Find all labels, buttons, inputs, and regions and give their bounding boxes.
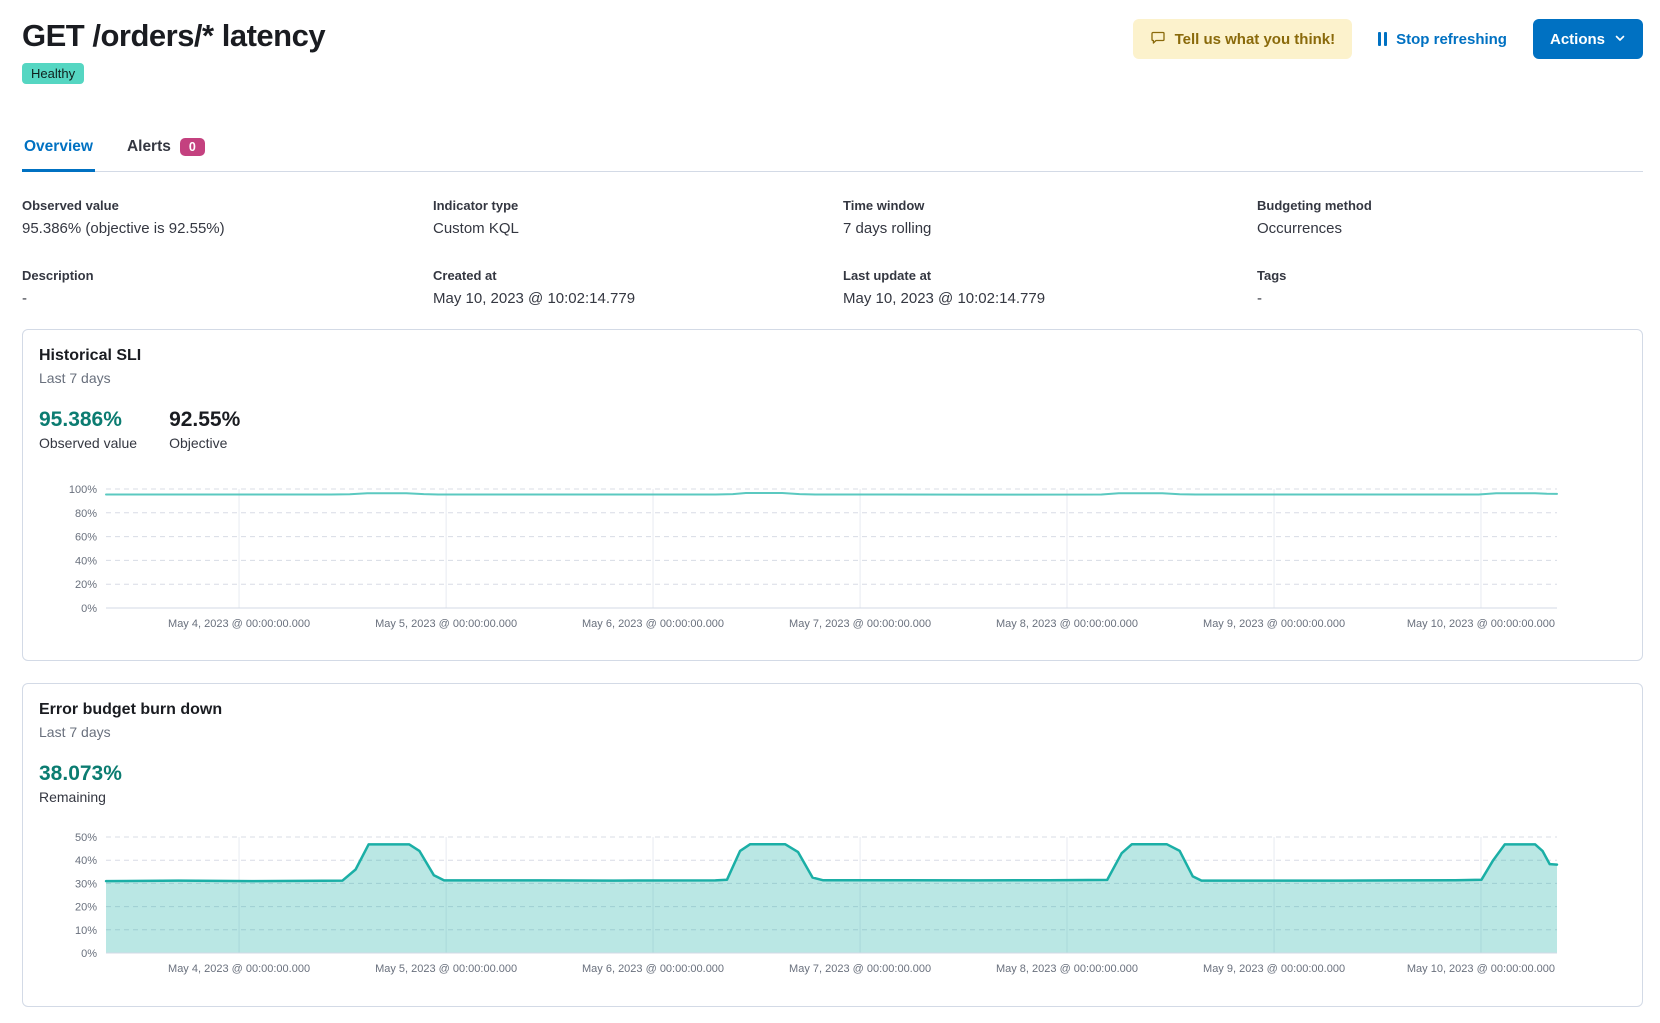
svg-text:May 7, 2023 @ 00:00:00.000: May 7, 2023 @ 00:00:00.000 (789, 618, 931, 630)
historical-sli-chart-wrap: 0% 20% 40% 60% 80% 100% May 4, 2023 @ 00:00:00… (39, 461, 1626, 648)
field-value: - (1257, 290, 1262, 307)
field-label: Description (22, 268, 94, 283)
svg-text:30%: 30% (75, 878, 97, 890)
svg-text:May 10, 2023 @ 00:00:00.000: May 10, 2023 @ 00:00:00.000 (1407, 963, 1555, 975)
field-label: Indicator type (433, 198, 519, 213)
stat-value: 38.073% (39, 762, 122, 785)
panel-subtitle: Last 7 days (39, 724, 111, 740)
field-created-at: Created at May 10, 2023 @ 10:02:14.779 (433, 268, 843, 307)
status-badge: Healthy (22, 63, 85, 84)
tab-overview-label: Overview (24, 138, 93, 155)
svg-text:50%: 50% (75, 832, 97, 844)
field-last-update-at: Last update at May 10, 2023 @ 10:02:14.7… (843, 268, 1257, 307)
pause-icon (1378, 32, 1388, 46)
svg-text:May 8, 2023 @ 00:00:00.000: May 8, 2023 @ 00:00:00.000 (996, 963, 1138, 975)
field-value: - (22, 290, 27, 307)
field-budgeting-method: Budgeting method Occurrences (1257, 198, 1643, 237)
tab-alerts[interactable]: Alerts 0 (125, 138, 207, 172)
field-tags: Tags - (1257, 268, 1643, 307)
error-budget-chart-wrap: 0% 10% 20% 30% 40% 50% May 4, 2023 @ 00:00:00.… (39, 815, 1626, 994)
field-description: Description - (22, 268, 433, 307)
page-header: GET /orders/* latency Healthy Tell us wh… (22, 18, 1643, 84)
field-label: Observed value (22, 198, 119, 213)
feedback-button-label: Tell us what you think! (1174, 30, 1336, 48)
tab-bar: Overview Alerts 0 (22, 138, 1643, 172)
historical-sli-panel: Historical SLI Last 7 days 95.386% Obser… (22, 329, 1643, 661)
svg-text:May 8, 2023 @ 00:00:00.000: May 8, 2023 @ 00:00:00.000 (996, 618, 1138, 630)
field-value: Custom KQL (433, 220, 519, 237)
svg-text:60%: 60% (75, 532, 97, 544)
svg-text:May 4, 2023 @ 00:00:00.000: May 4, 2023 @ 00:00:00.000 (168, 618, 310, 630)
svg-text:40%: 40% (75, 555, 97, 567)
feedback-button[interactable]: Tell us what you think! (1132, 19, 1353, 59)
field-value: May 10, 2023 @ 10:02:14.779 (843, 290, 1046, 307)
stat-remaining: 38.073% Remaining (39, 762, 122, 805)
svg-text:100%: 100% (69, 484, 97, 496)
svg-text:May 4, 2023 @ 00:00:00.000: May 4, 2023 @ 00:00:00.000 (168, 963, 310, 975)
panel-title: Error budget burn down (39, 701, 223, 718)
sli-stats: 95.386% Observed value 92.55% Objective (39, 408, 1626, 451)
historical-sli-chart[interactable]: 0% 20% 40% 60% 80% 100% May 4, 2023 @ 00:00:00… (39, 461, 1606, 643)
svg-text:May 5, 2023 @ 00:00:00.000: May 5, 2023 @ 00:00:00.000 (375, 618, 517, 630)
svg-text:0%: 0% (81, 603, 97, 615)
field-indicator-type: Indicator type Custom KQL (433, 198, 843, 237)
slo-definition-list: Observed value 95.386% (objective is 92.… (22, 198, 1643, 307)
svg-text:May 10, 2023 @ 00:00:00.000: May 10, 2023 @ 00:00:00.000 (1407, 618, 1555, 630)
panel-title: Historical SLI (39, 347, 142, 364)
stat-label: Remaining (39, 789, 106, 805)
panel-subtitle: Last 7 days (39, 370, 111, 386)
svg-text:May 7, 2023 @ 00:00:00.000: May 7, 2023 @ 00:00:00.000 (789, 963, 931, 975)
stat-value: 95.386% (39, 408, 122, 431)
stat-label: Observed value (39, 435, 138, 451)
field-label: Budgeting method (1257, 198, 1372, 213)
svg-text:May 6, 2023 @ 00:00:00.000: May 6, 2023 @ 00:00:00.000 (582, 618, 724, 630)
error-budget-chart[interactable]: 0% 10% 20% 30% 40% 50% May 4, 2023 @ 00:00:00.… (39, 815, 1606, 989)
actions-button[interactable]: Actions (1532, 19, 1643, 59)
page-title: GET /orders/* latency (22, 18, 326, 53)
svg-text:May 9, 2023 @ 00:00:00.000: May 9, 2023 @ 00:00:00.000 (1203, 618, 1345, 630)
stat-value: 92.55% (169, 408, 241, 431)
title-block: GET /orders/* latency Healthy (22, 18, 326, 84)
svg-text:80%: 80% (75, 508, 97, 520)
field-label: Created at (433, 268, 497, 283)
svg-text:May 6, 2023 @ 00:00:00.000: May 6, 2023 @ 00:00:00.000 (582, 963, 724, 975)
burn-down-stats: 38.073% Remaining (39, 762, 1626, 805)
stat-objective: 92.55% Objective (169, 408, 240, 451)
stop-refreshing-button[interactable]: Stop refreshing (1378, 31, 1507, 48)
field-time-window: Time window 7 days rolling (843, 198, 1257, 237)
actions-button-label: Actions (1549, 30, 1605, 48)
stop-refreshing-label: Stop refreshing (1396, 30, 1507, 48)
svg-text:10%: 10% (75, 925, 97, 937)
alerts-count-badge: 0 (179, 138, 205, 156)
chevron-down-icon (1614, 31, 1626, 48)
field-label: Time window (843, 198, 925, 213)
svg-text:May 9, 2023 @ 00:00:00.000: May 9, 2023 @ 00:00:00.000 (1203, 963, 1345, 975)
tab-overview[interactable]: Overview (22, 138, 95, 172)
svg-text:0%: 0% (81, 948, 97, 960)
svg-text:May 5, 2023 @ 00:00:00.000: May 5, 2023 @ 00:00:00.000 (375, 963, 517, 975)
stat-label: Objective (169, 435, 228, 451)
field-label: Tags (1257, 268, 1287, 283)
field-value: 95.386% (objective is 92.55%) (22, 220, 225, 237)
header-actions: Tell us what you think! Stop refreshing … (1132, 18, 1643, 59)
field-value: May 10, 2023 @ 10:02:14.779 (433, 290, 636, 307)
svg-text:40%: 40% (75, 855, 97, 867)
field-value: Occurrences (1257, 220, 1343, 237)
field-value: 7 days rolling (843, 220, 932, 237)
tab-alerts-label: Alerts (126, 138, 171, 155)
field-label: Last update at (843, 268, 932, 283)
error-budget-panel: Error budget burn down Last 7 days 38.07… (22, 683, 1643, 1007)
stat-observed-value: 95.386% Observed value (39, 408, 137, 451)
svg-text:20%: 20% (75, 902, 97, 914)
field-observed-value: Observed value 95.386% (objective is 92.… (22, 198, 433, 237)
speech-bubble-icon (1150, 29, 1166, 49)
svg-text:20%: 20% (75, 579, 97, 591)
